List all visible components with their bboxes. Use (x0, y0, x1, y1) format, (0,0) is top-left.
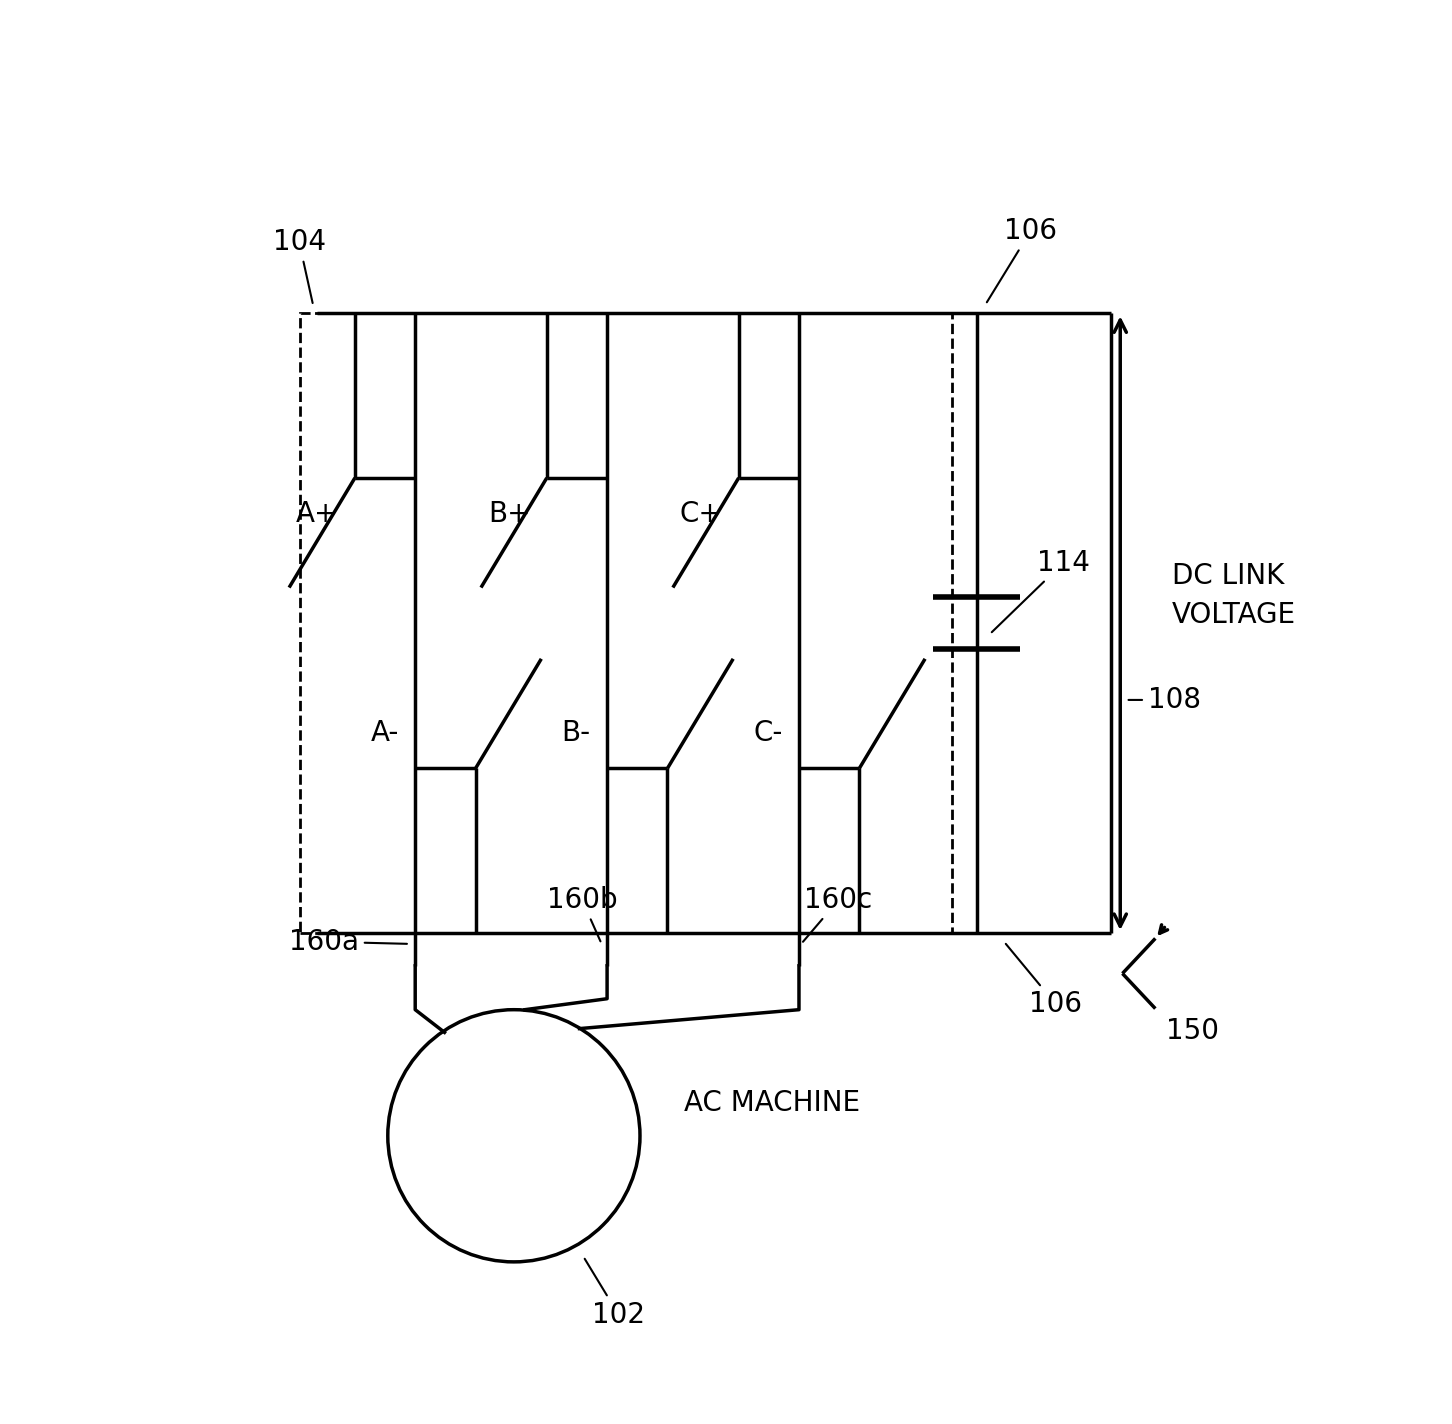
Text: 160c: 160c (803, 886, 873, 941)
Text: DC LINK
VOLTAGE: DC LINK VOLTAGE (1172, 562, 1295, 629)
Text: C-: C- (754, 719, 783, 746)
Text: 104: 104 (273, 228, 325, 303)
Text: 108: 108 (1128, 686, 1201, 713)
Text: 114: 114 (992, 548, 1090, 632)
Text: 102: 102 (585, 1259, 645, 1329)
Text: 160b: 160b (547, 886, 617, 941)
Text: 106: 106 (1006, 944, 1082, 1018)
Text: B+: B+ (488, 500, 530, 528)
Text: AC MACHINE: AC MACHINE (684, 1089, 860, 1116)
Text: A+: A+ (296, 500, 338, 528)
Text: B-: B- (562, 719, 591, 746)
Text: A-: A- (370, 719, 399, 746)
Text: C+: C+ (680, 500, 722, 528)
Text: 106: 106 (987, 218, 1057, 302)
Text: 150: 150 (1166, 1017, 1220, 1045)
Text: 160a: 160a (289, 927, 407, 956)
Bar (301, 313, 953, 933)
